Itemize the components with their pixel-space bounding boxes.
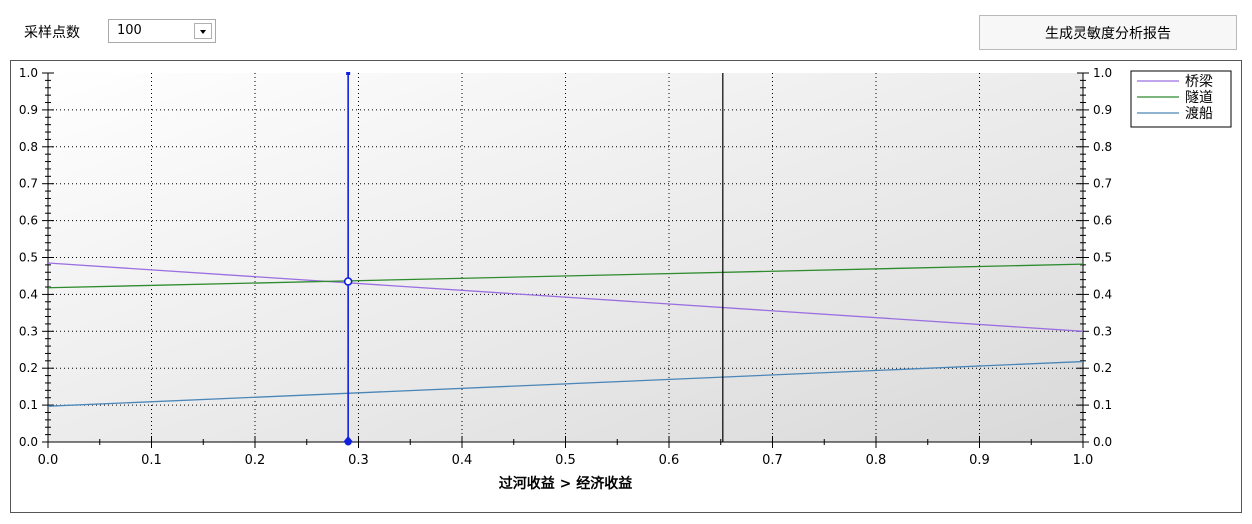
grid-lines [48,73,1083,442]
weight-cursor-top-handle[interactable] [346,72,351,75]
y-tick-label-right: 0.8 [1093,140,1112,154]
y-tick-label-right: 0.4 [1093,287,1112,301]
x-tick-label: 0.7 [762,453,783,468]
legend-label: 隧道 [1185,90,1213,106]
y-tick-label-left: 0.5 [19,251,38,265]
y-tick-label-left: 0.6 [19,214,38,228]
x-tick-label: 0.5 [555,453,576,468]
intersection-point[interactable] [343,277,353,286]
y-tick-label-right: 0.0 [1093,435,1112,449]
y-tick-label-left: 0.8 [19,140,38,154]
y-tick-label-right: 0.5 [1093,251,1112,265]
chevron-down-icon[interactable] [194,23,212,39]
chart-panel: 0.0 0.0 0.1 0.1 0.2 0.2 0.3 0.3 0.4 0.4 0.5 0.5 0.6 0… [10,60,1242,513]
y-tick-label-right: 1.0 [1093,66,1112,80]
legend-box [1130,70,1232,128]
series-lines [47,262,1084,407]
x-tick-label: 0.1 [141,453,162,468]
x-axis-label: 过河收益 > 经济收益 [499,475,632,492]
y-tick-label-right: 0.6 [1093,214,1112,228]
x-tick-label: 0.9 [969,453,990,468]
sensitivity-chart[interactable]: 0.0 0.00.1 0.10.2 0.20.3 0.30.4 0.40.5 0.50.6 0… [11,61,1243,514]
generate-report-button[interactable]: 生成灵敏度分析报告 [979,15,1237,50]
y-tick-label-left: 0.1 [19,398,38,412]
x-tick-label: 0.0 [38,453,59,468]
series-line [47,263,1084,289]
x-tick-label: 0.6 [659,453,680,468]
y-tick-label-left: 0.3 [19,324,38,338]
axes [42,72,1089,448]
x-tick-label: 0.4 [452,453,473,468]
y-tick-label-left: 0.2 [19,361,38,375]
y-tick-label-left: 0.0 [19,435,38,449]
x-tick-label: 0.3 [348,453,369,468]
sample-count-value: 100 [117,23,142,38]
markers[interactable] [343,72,724,446]
y-tick-label-left: 0.4 [19,287,38,301]
y-tick-label-left: 1.0 [19,66,38,80]
sample-count-label: 采样点数 [24,25,80,41]
legend-label: 桥梁 [1185,74,1213,90]
y-tick-label-left: 0.9 [19,103,38,117]
x-tick-label: 0.2 [245,453,266,468]
x-tick-label: 1.0 [1073,453,1094,468]
tick-labels: 0.0 0.00.1 0.10.2 0.20.3 0.30.4 0.40.5 0.50.6 0… [19,66,1112,468]
y-tick-label-left: 0.7 [19,177,38,191]
y-tick-label-right: 0.7 [1093,177,1112,191]
y-tick-label-right: 0.2 [1093,361,1112,375]
y-tick-label-right: 0.9 [1093,103,1112,117]
y-tick-label-right: 0.3 [1093,324,1112,338]
x-tick-label: 0.8 [866,453,887,468]
legend-label: 渡船 [1185,106,1213,122]
series-line [47,262,1084,332]
sample-count-select[interactable]: 100 [108,19,216,43]
weight-cursor-bottom-dot[interactable] [344,438,352,446]
y-tick-label-right: 0.1 [1093,398,1112,412]
toolbar: 采样点数 100 生成灵敏度分析报告 [0,0,1252,60]
series-line [47,360,1084,407]
